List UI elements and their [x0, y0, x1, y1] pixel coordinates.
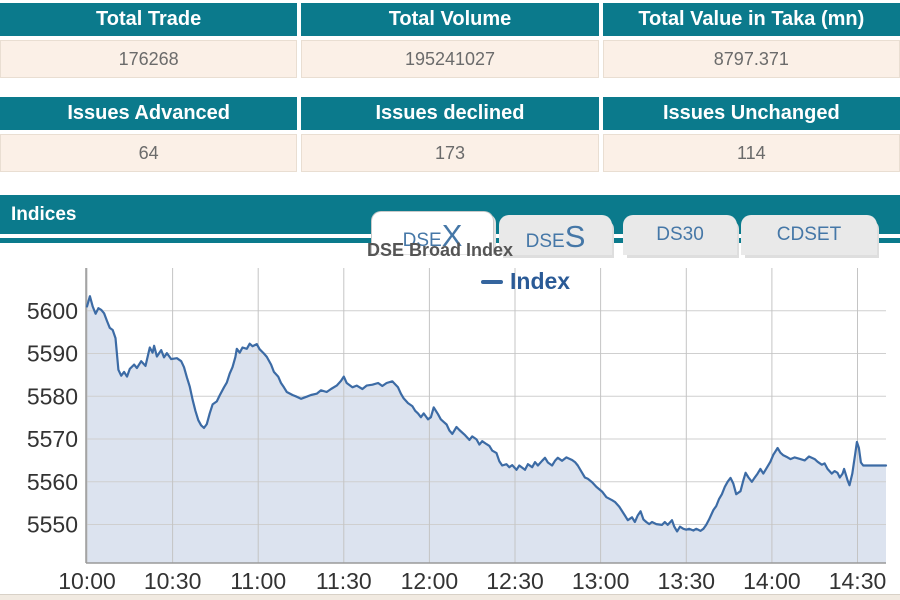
- total-trade-header: Total Trade: [0, 3, 298, 36]
- issues-advanced-header: Issues Advanced: [0, 97, 298, 130]
- issues-summary-table: Issues Advanced Issues declined Issues U…: [0, 97, 900, 172]
- tab-dsex-label-suffix: X: [441, 218, 463, 253]
- total-value-header: Total Value in Taka (mn): [602, 3, 900, 36]
- legend-series-label: Index: [510, 268, 571, 294]
- y-axis-label: 5590: [27, 341, 78, 367]
- issues-declined-header: Issues declined: [301, 97, 599, 130]
- x-axis-label: 14:30: [829, 568, 887, 594]
- tab-dses[interactable]: DSE S: [499, 215, 612, 255]
- tab-cdset-label: CDSET: [776, 224, 842, 245]
- x-axis-label: 14:00: [743, 568, 801, 594]
- y-axis-label: 5600: [27, 298, 78, 324]
- row-gap: [0, 130, 900, 134]
- page-bottom-edge: [0, 594, 900, 600]
- x-axis-label: 11:00: [230, 568, 286, 594]
- issues-header-row: Issues Advanced Issues declined Issues U…: [0, 97, 900, 130]
- tab-dsex-label-prefix: DSE: [402, 230, 442, 251]
- y-axis-label: 5560: [27, 469, 78, 495]
- x-axis-label: 11:30: [316, 568, 372, 594]
- total-volume-value: 195241027: [301, 40, 599, 78]
- tab-dsex[interactable]: DSE X: [371, 211, 494, 254]
- legend-line-marker-icon: [481, 279, 503, 284]
- chart-title: DSE Broad Index: [367, 240, 514, 260]
- tab-ds30-label: DS30: [656, 224, 704, 245]
- row-gap: [0, 36, 900, 40]
- total-volume-header: Total Volume: [301, 3, 599, 36]
- tab-cdset[interactable]: CDSET: [741, 215, 877, 255]
- y-axis-label: 5570: [27, 426, 78, 452]
- tab-dses-label-prefix: DSE: [525, 231, 565, 252]
- trade-summary-value-row: 176268 195241027 8797.371: [0, 40, 900, 78]
- y-axis-label: 5550: [27, 512, 78, 538]
- issues-advanced-value: 64: [0, 134, 298, 172]
- indices-section-title: Indices: [11, 203, 77, 225]
- x-axis-label: 10:30: [144, 568, 202, 594]
- tab-dsex-label: DSE X: [402, 218, 463, 254]
- index-line: [85, 295, 888, 533]
- area-fill: [87, 296, 886, 563]
- issues-declined-value: 173: [301, 134, 599, 172]
- y-axis-label: 5580: [27, 383, 78, 409]
- x-axis-label: 13:30: [658, 568, 716, 594]
- tab-ds30[interactable]: DS30: [623, 215, 737, 255]
- tab-dses-label: DSE S: [525, 219, 586, 255]
- trade-summary-table: Total Trade Total Volume Total Value in …: [0, 3, 900, 78]
- total-trade-value: 176268: [0, 40, 298, 78]
- issues-value-row: 64 173 114: [0, 134, 900, 172]
- trade-summary-header-row: Total Trade Total Volume Total Value in …: [0, 3, 900, 36]
- chart-legend[interactable]: Index: [481, 268, 570, 295]
- x-axis-label: 12:30: [486, 568, 544, 594]
- x-axis-label: 10:00: [58, 568, 116, 594]
- total-value-value: 8797.371: [602, 40, 900, 78]
- tab-dses-label-suffix: S: [564, 219, 586, 254]
- issues-unchanged-header: Issues Unchanged: [602, 97, 900, 130]
- x-axis-label: 13:00: [572, 568, 630, 594]
- x-axis-label: 12:00: [401, 568, 459, 594]
- issues-unchanged-value: 114: [602, 134, 900, 172]
